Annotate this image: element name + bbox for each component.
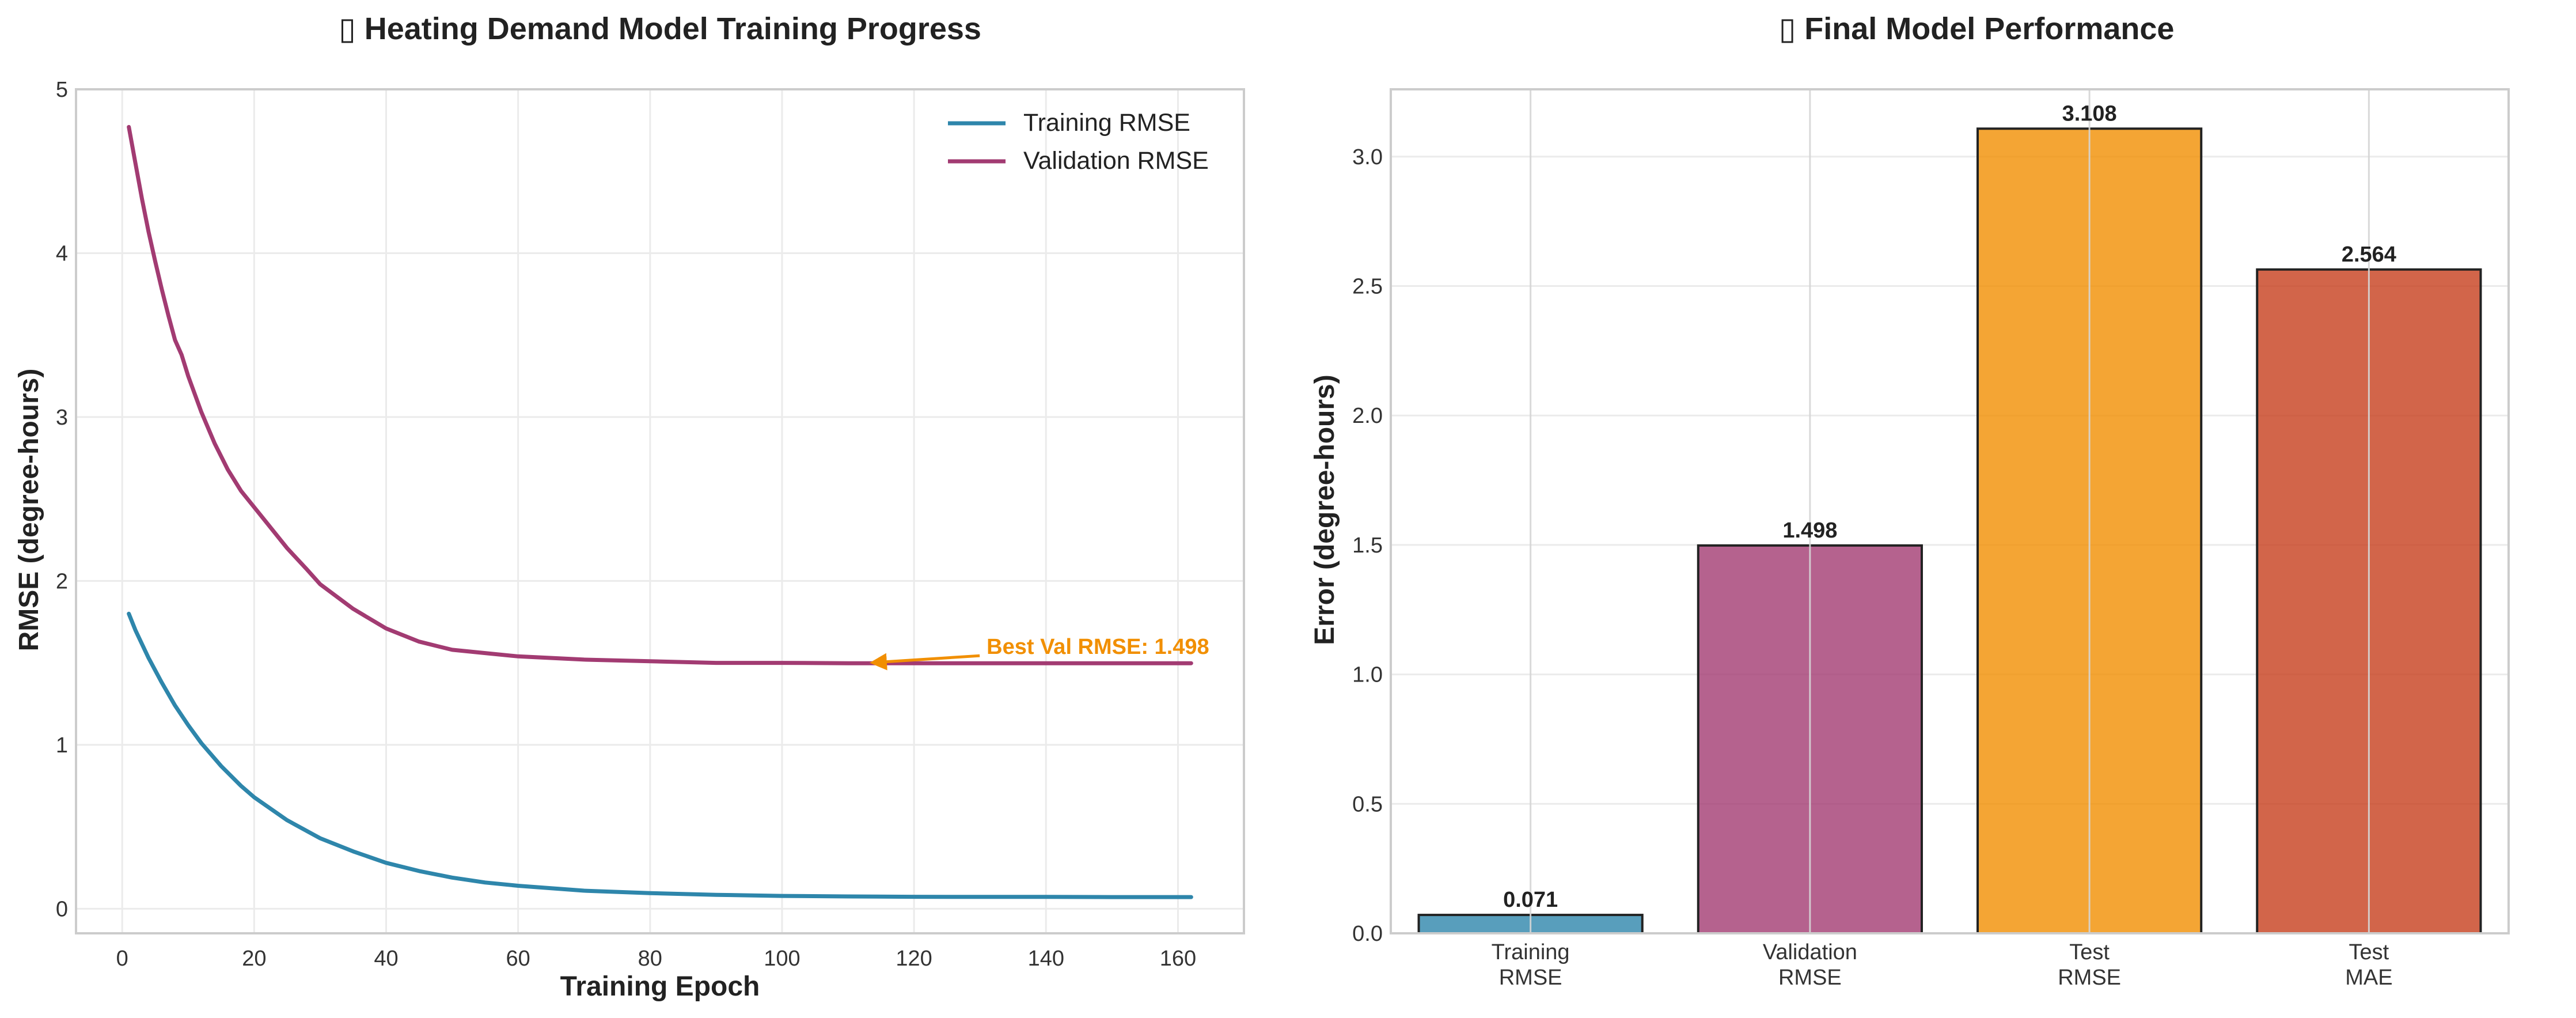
x-axis-label: Training Epoch (560, 971, 760, 1002)
x-tick-label: 0 (116, 947, 128, 971)
bar-value-label: 2.564 (2342, 243, 2396, 267)
y-tick-label: 5 (56, 78, 68, 102)
chart-title: ▯ Heating Demand Model Training Progress (339, 12, 981, 46)
bar-value-label: 0.071 (1503, 888, 1558, 912)
category-label: Test (2349, 940, 2389, 964)
x-tick-label: 100 (764, 947, 800, 971)
validation-rmse-line (127, 124, 1193, 665)
bar-value-label: 3.108 (2062, 101, 2117, 126)
x-tick-label: 40 (374, 947, 398, 971)
plot-frame (75, 88, 1245, 934)
category-label: RMSE (1778, 966, 1842, 990)
x-tick-label: 120 (896, 947, 932, 971)
best-val-annotation: Best Val RMSE: 1.498 (869, 635, 1209, 671)
training-rmse-line (127, 611, 1193, 899)
x-tick-label: 160 (1160, 947, 1196, 971)
plot-frame (1390, 88, 2510, 934)
y-tick-label: 1.0 (1352, 663, 1383, 687)
series-lines (127, 124, 1193, 899)
vertical-grid (1530, 89, 2370, 933)
y-axis-ticks: 0 1 2 3 4 5 (56, 78, 68, 921)
legend: Training RMSE Validation RMSE (948, 109, 1209, 175)
x-axis-ticks: 0 20 40 60 80 100 120 140 160 (116, 947, 1196, 971)
y-tick-label: 1.5 (1352, 533, 1383, 558)
category-label: Validation (1763, 940, 1857, 964)
y-tick-label: 2.5 (1352, 275, 1383, 299)
x-tick-label: 60 (506, 947, 530, 971)
y-tick-label: 0.5 (1352, 792, 1383, 816)
grid (76, 88, 1244, 933)
y-tick-label: 3.0 (1352, 145, 1383, 169)
category-label: MAE (2345, 966, 2392, 990)
bar-value-labels: 0.071 1.498 3.108 2.564 (1503, 101, 2396, 912)
annotation-label: Best Val RMSE: 1.498 (987, 635, 1209, 659)
training-progress-chart: ▯ Heating Demand Model Training Progress… (14, 12, 1245, 1002)
y-axis-ticks: 0.0 0.5 1.0 1.5 2.0 2.5 3.0 (1352, 145, 1383, 946)
category-label: RMSE (1499, 966, 1562, 990)
final-performance-chart: ▯ Final Model Performance 0.0 0.5 1.0 1.5 2.… (1310, 12, 2510, 990)
y-axis-label: Error (degree-hours) (1310, 374, 1340, 645)
y-tick-label: 1 (56, 733, 68, 758)
y-tick-label: 0 (56, 897, 68, 921)
category-label: Training (1492, 940, 1570, 964)
chart-title: ▯ Final Model Performance (1779, 12, 2175, 46)
x-tick-label: 80 (638, 947, 662, 971)
x-tick-label: 20 (242, 947, 266, 971)
category-label: RMSE (2058, 966, 2121, 990)
y-axis-label: RMSE (degree-hours) (14, 369, 44, 652)
legend-label-training: Training RMSE (1023, 109, 1190, 137)
x-axis-ticks: TrainingRMSEValidationRMSETestRMSETestMA… (1492, 940, 2393, 990)
x-tick-label: 140 (1028, 947, 1064, 971)
y-tick-label: 0.0 (1352, 922, 1383, 946)
y-tick-label: 3 (56, 406, 68, 430)
annotation-arrow (869, 653, 980, 671)
legend-label-validation: Validation RMSE (1023, 147, 1209, 175)
y-tick-label: 4 (56, 241, 68, 266)
y-tick-label: 2 (56, 569, 68, 593)
y-tick-label: 2.0 (1352, 404, 1383, 428)
bar-value-label: 1.498 (1782, 519, 1837, 543)
category-label: Test (2069, 940, 2110, 964)
